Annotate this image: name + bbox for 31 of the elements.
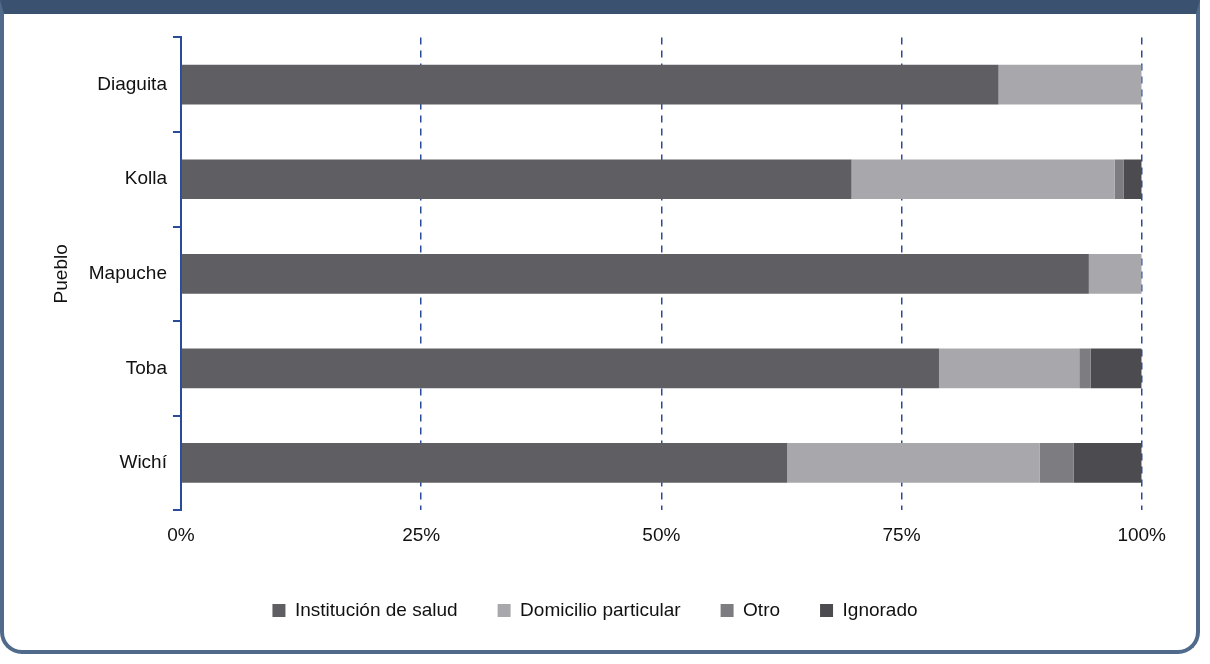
bar xyxy=(1039,443,1074,483)
bar xyxy=(787,443,1040,483)
x-tick-label: 50% xyxy=(642,523,681,545)
bar xyxy=(181,443,788,483)
y-axis-title: Pueblo xyxy=(49,244,71,304)
bar xyxy=(181,64,999,105)
y-tick-label: Mapuche xyxy=(88,262,167,284)
legend-label: Institución de salud xyxy=(294,598,458,620)
legend-label: Ignorado xyxy=(842,598,918,620)
bar xyxy=(181,348,939,389)
bar xyxy=(1073,443,1142,483)
x-tick-label: 75% xyxy=(882,523,921,545)
bar xyxy=(181,159,852,200)
bar xyxy=(1123,159,1142,200)
y-tick-label: Wichí xyxy=(119,451,168,473)
bar xyxy=(1079,348,1091,389)
y-tick-label: Toba xyxy=(125,356,168,378)
y-tick-label: Kolla xyxy=(124,167,168,189)
legend-label: Otro xyxy=(743,598,781,620)
bar xyxy=(1114,159,1124,200)
bar xyxy=(1090,348,1142,389)
bar xyxy=(938,348,1080,389)
legend-label: Domicilio particular xyxy=(520,598,682,620)
x-tick-label: 100% xyxy=(1117,523,1167,545)
x-tick-label: 0% xyxy=(167,523,195,545)
x-tick-label: 25% xyxy=(402,523,441,545)
bar xyxy=(851,159,1115,200)
bar xyxy=(1088,253,1142,294)
y-tick-label: Diaguita xyxy=(97,72,168,94)
bar xyxy=(998,64,1142,105)
bar xyxy=(181,253,1089,294)
